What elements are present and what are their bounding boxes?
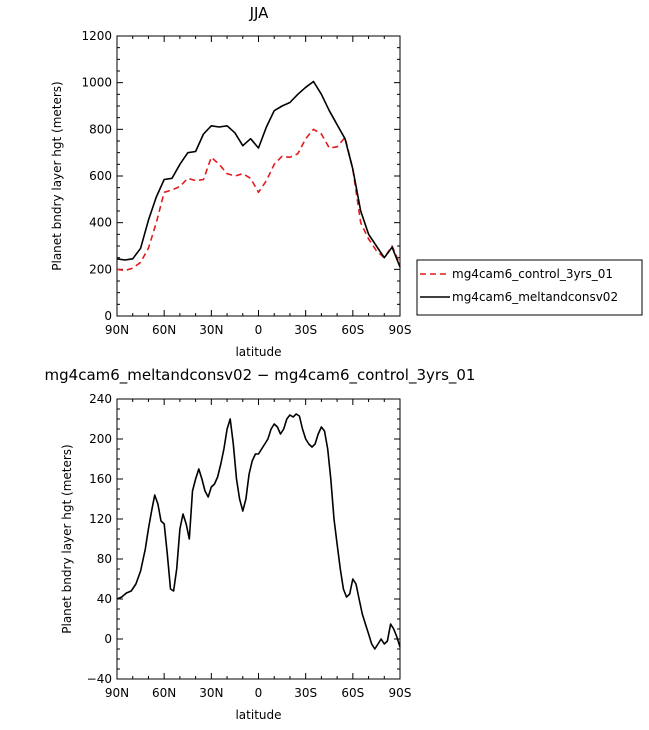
series-line-mg4cam6_control_3yrs_01 [116,128,401,272]
x-tick-label: 0 [255,686,263,700]
chart-title: JJA [249,4,270,22]
x-tick-label: 0 [255,323,263,337]
series-line-mg4cam6_meltandconsv02 [116,80,401,268]
y-tick-label: 600 [89,169,112,183]
plot-frame [116,398,401,680]
y-tick-label: 160 [89,472,112,486]
x-tick-label: 90S [389,323,412,337]
legend-box [416,259,643,316]
x-axis-title: latitude [235,345,281,359]
x-tick-label: 90S [389,686,412,700]
x-tick-label: 60S [341,323,364,337]
x-tick-label: 30N [199,323,223,337]
chart-title: mg4cam6_meltandconsv02 − mg4cam6_control… [45,366,476,385]
y-tick-label: 0 [104,309,112,323]
y-tick-label: 200 [89,262,112,276]
chart-panel-2: mg4cam6_meltandconsv02 − mg4cam6_control… [45,366,476,722]
x-tick-label: 30S [294,686,317,700]
series-line-difference [116,413,401,650]
x-tick-label: 30S [294,323,317,337]
y-axis-title: Planet bndry layer hgt (meters) [60,444,74,634]
y-tick-label: 40 [97,592,112,606]
y-tick-label: 120 [89,512,112,526]
y-tick-label: 200 [89,432,112,446]
legend-label: mg4cam6_control_3yrs_01 [452,267,613,281]
plot-frame [116,35,401,317]
x-tick-label: 90N [105,323,129,337]
y-tick-label: −40 [87,672,112,686]
y-tick-label: 800 [89,122,112,136]
y-tick-label: 1200 [81,29,112,43]
legend: mg4cam6_control_3yrs_01 mg4cam6_meltandco… [416,259,643,316]
y-axis-title: Planet bndry layer hgt (meters) [50,81,64,271]
legend-label: mg4cam6_meltandconsv02 [452,290,618,304]
y-tick-label: 240 [89,392,112,406]
x-axis-title: latitude [235,708,281,722]
y-tick-label: 0 [104,632,112,646]
x-tick-label: 90N [105,686,129,700]
x-tick-label: 60N [152,323,176,337]
x-tick-label: 60S [341,686,364,700]
chart-panel-1: JJA 0 200 400 600 800 1000 1200 90N 60N 30N 0 30S 60S… [50,4,643,359]
y-tick-label: 1000 [81,76,112,90]
x-tick-label: 30N [199,686,223,700]
y-tick-label: 400 [89,216,112,230]
y-tick-label: 80 [97,552,112,566]
x-tick-label: 60N [152,686,176,700]
